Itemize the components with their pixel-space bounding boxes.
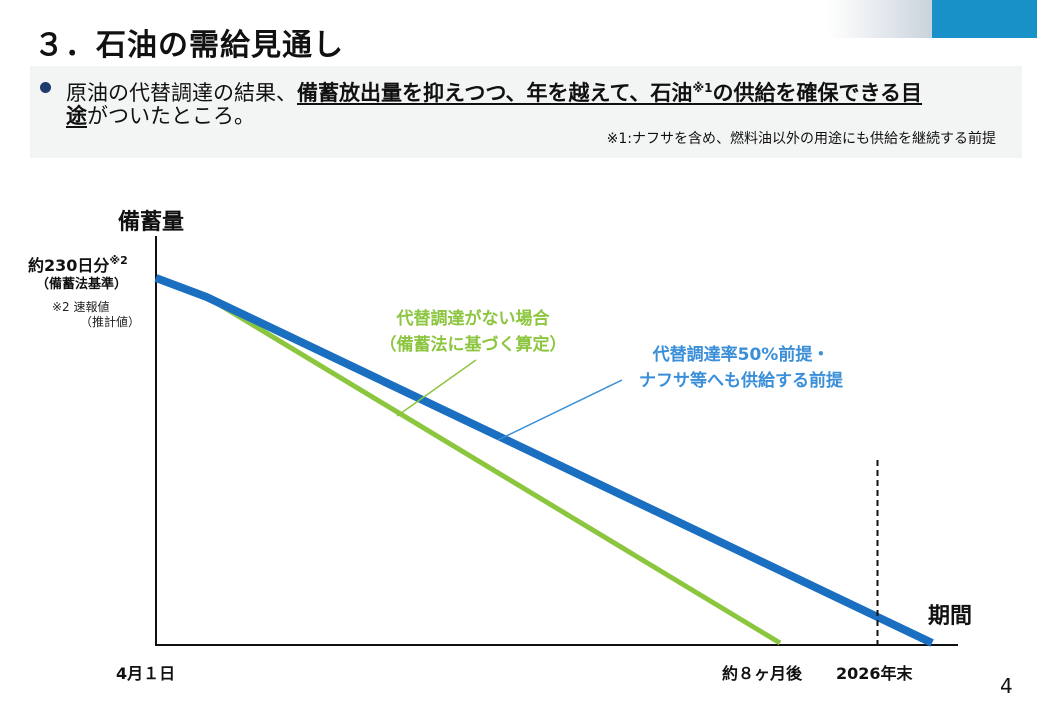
summary-text-emph-1: 備蓄放出量を抑えつつ、年を越えて、石油※1の供給を確保できる目: [297, 81, 922, 105]
summary-footnote: ※1:ナフサを含め、燃料油以外の用途にも供給を継続する前提: [606, 131, 996, 147]
green-series-label: 代替調達がない場合 （備蓄法に基づく算定）: [368, 306, 578, 358]
summary-line-2: 途がついたところ。: [66, 102, 255, 130]
summary-text-plain-1: 原油の代替調達の結果、: [66, 81, 297, 105]
y-note-1: ※2 速報値: [52, 300, 110, 314]
x-tick-start: 4月１日: [116, 664, 176, 683]
bullet-icon: [40, 82, 51, 93]
header-blue-block: [932, 0, 1037, 38]
series-line-alt-procurement-50pct: [154, 274, 934, 647]
summary-emph-part-1: 備蓄放出量を抑えつつ、年を越えて、石油: [297, 81, 693, 105]
summary-superscript: ※1: [692, 81, 713, 95]
blue-series-label-line-1: 代替調達率50%前提・: [652, 345, 830, 365]
header-gradient-block: [827, 0, 932, 38]
blue-series-label-line-2: ナフサ等へも供給する前提: [639, 371, 843, 391]
summary-text-emph-3: 途: [66, 104, 87, 128]
page-title: ３．石油の需給見通し: [34, 28, 344, 63]
green-series-label-line-2: （備蓄法に基づく算定）: [379, 335, 567, 355]
y-axis-label: 備蓄量: [118, 210, 185, 235]
x-axis-label: 期間: [928, 604, 973, 629]
y-start-value: 約230日分: [28, 256, 110, 275]
summary-emph-part-2: の供給を確保できる目: [712, 81, 923, 105]
y-start-label: 約230日分※2: [28, 252, 128, 276]
y-start-sublabel: （備蓄法基準）: [36, 277, 128, 292]
header-decoration: [827, 0, 1037, 38]
summary-text-plain-2: がついたところ。: [87, 104, 255, 128]
green-series-label-line-1: 代替調達がない場合: [396, 309, 550, 329]
blue-callout-leader: [497, 379, 623, 441]
page-number: 4: [1000, 674, 1013, 698]
blue-series-label: 代替調達率50%前提・ ナフサ等へも供給する前提: [616, 342, 866, 394]
y-start-superscript: ※2: [109, 254, 128, 267]
summary-line-1: 原油の代替調達の結果、備蓄放出量を抑えつつ、年を越えて、石油※1の供給を確保でき…: [66, 74, 922, 107]
y-note-2: （推計値）: [80, 315, 141, 329]
x-tick-year-end: 2026年末: [836, 664, 913, 683]
green-callout-leader: [396, 359, 477, 417]
summary-box: 原油の代替調達の結果、備蓄放出量を抑えつつ、年を越えて、石油※1の供給を確保でき…: [30, 66, 1022, 158]
x-tick-green-zero: 約８ヶ月後: [722, 664, 803, 683]
